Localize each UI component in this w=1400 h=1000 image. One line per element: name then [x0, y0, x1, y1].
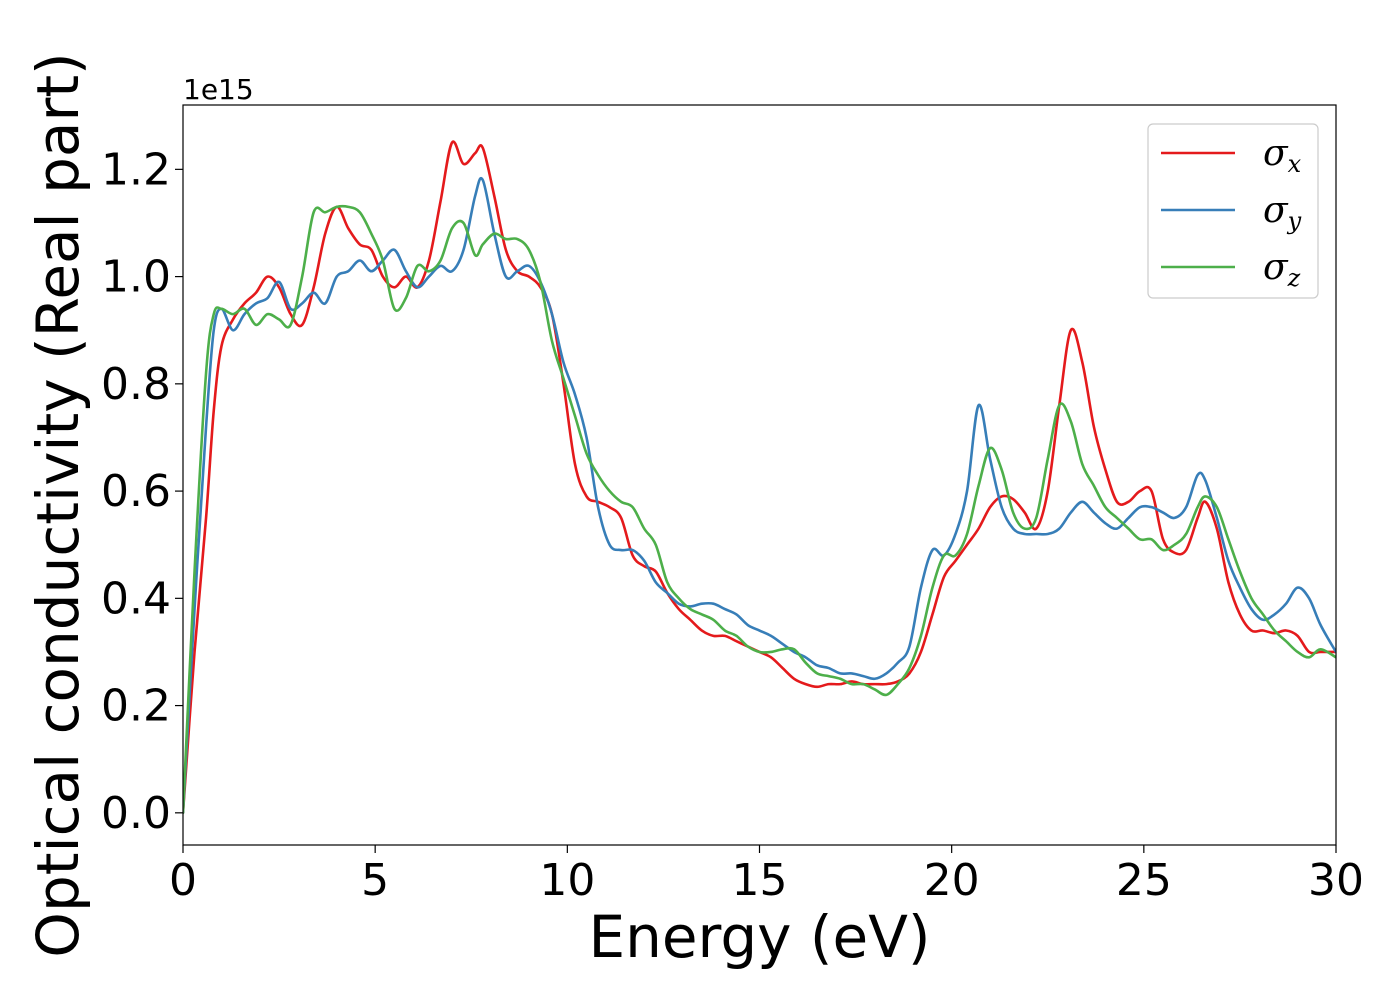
legend: σx σy σz — [1147, 123, 1319, 299]
legend-label-y: σy — [1263, 190, 1302, 235]
y-axis-offset-label: 1e15 — [183, 73, 254, 106]
legend-label-z: σz — [1263, 247, 1301, 292]
series-layer — [183, 140, 1336, 815]
x-tick-label: 30 — [1308, 855, 1364, 906]
series-line-z — [183, 204, 1336, 815]
y-tick-label: 1.0 — [101, 252, 171, 303]
legend-label-x: σx — [1263, 133, 1302, 178]
x-tick-label: 5 — [361, 855, 389, 906]
x-tick-label: 15 — [732, 855, 788, 906]
y-tick-label: 0.6 — [101, 466, 171, 517]
y-tick-label: 0.8 — [101, 359, 171, 410]
y-tick-label: 0.2 — [101, 681, 171, 732]
x-tick-label: 25 — [1116, 855, 1172, 906]
y-axis: 0.0 0.2 0.4 0.6 0.8 1.0 1.2 — [101, 144, 183, 839]
x-axis-title: Energy (eV) — [588, 903, 930, 971]
x-tick-label: 10 — [539, 855, 595, 906]
y-tick-label: 0.4 — [101, 573, 171, 624]
x-tick-label: 0 — [169, 855, 197, 906]
y-tick-label: 0.0 — [101, 788, 171, 839]
y-tick-label: 1.2 — [101, 144, 171, 195]
x-axis: 0 5 10 15 20 25 30 — [169, 845, 1364, 906]
y-axis-title: Optical conductivity (Real part) — [24, 52, 92, 957]
series-line-y — [183, 177, 1336, 815]
x-tick-label: 20 — [924, 855, 980, 906]
